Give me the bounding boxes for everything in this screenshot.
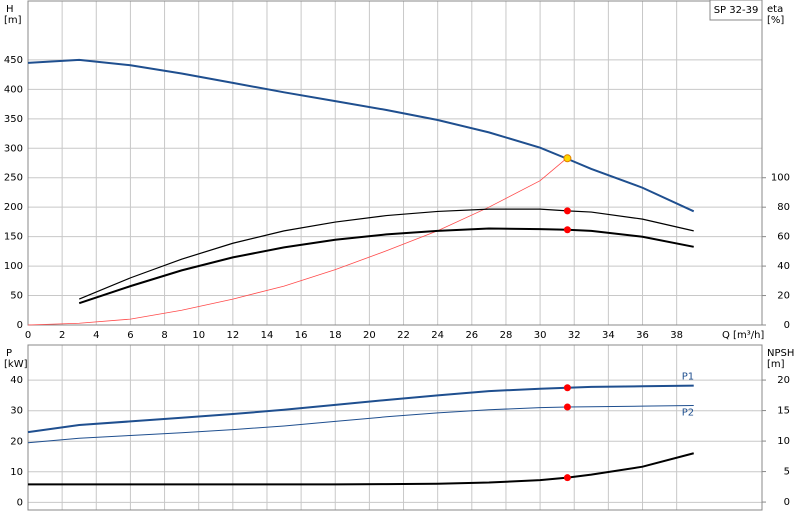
y-tick-label: 400 [4,84,23,95]
x-tick-label: 28 [500,330,513,341]
x-tick-label: 16 [295,330,308,341]
y2-tick-label: 40 [777,261,790,272]
operating-point [563,474,571,482]
y2-tick-label: 0 [784,320,790,331]
y2-axis-label: eta [767,4,783,15]
curve [27,405,694,444]
curve-label: P1 [682,372,694,383]
x-tick-label: 36 [636,330,649,341]
y-tick-label: 0 [17,320,23,331]
y-tick-label: 350 [4,114,23,125]
x-tick-label: 34 [602,330,615,341]
y-axis-unit: [kW] [4,359,28,370]
x-tick-label: 22 [397,330,410,341]
y2-tick-label: 20 [777,291,790,302]
y2-tick-label: 0 [784,497,790,508]
x-tick-label: 10 [192,330,205,341]
y2-tick-label: 15 [777,406,790,417]
curve [27,58,695,213]
curve [27,157,568,326]
x-tick-label: 26 [465,330,478,341]
x-tick-label: 30 [534,330,547,341]
pump-label: SP 32-39 [714,5,759,16]
x-tick-label: 6 [127,330,133,341]
x-tick-label: 2 [59,330,65,341]
x-tick-label: 20 [363,330,376,341]
x-tick-label: 14 [261,330,274,341]
x-tick-label: 24 [431,330,444,341]
operating-point [563,207,571,215]
curve [78,227,694,305]
x-tick-label: 4 [93,330,99,341]
curve-label: P2 [682,408,694,419]
y-tick-label: 50 [10,291,23,302]
pump-label-box [709,0,763,21]
operating-point [563,403,571,411]
y-tick-label: 20 [10,436,23,447]
x-tick-label: 12 [226,330,239,341]
y-tick-label: 40 [10,375,23,386]
y-axis-label: H [6,4,14,15]
y-axis-unit: [m] [4,15,22,26]
x-tick-label: 18 [329,330,342,341]
y-tick-label: 250 [4,173,23,184]
y-tick-label: 200 [4,202,23,213]
y2-tick-label: 10 [777,436,790,447]
plot-frame [27,0,763,326]
curve [27,384,694,434]
plot-frame [27,344,763,511]
y2-tick-label: 100 [771,173,790,184]
y2-axis-unit: [m] [767,359,785,370]
y-tick-label: 450 [4,55,23,66]
x-tick-label: 8 [161,330,167,341]
x-tick-label: 32 [568,330,581,341]
y2-axis-label: NPSH [767,348,794,359]
y-axis-label: P [6,348,12,359]
x-tick-label: 0 [25,330,31,341]
y-tick-label: 150 [4,232,23,243]
x-axis-label: Q [m³/h] [722,330,764,341]
y-tick-label: 30 [10,406,23,417]
y2-tick-label: 5 [784,467,790,478]
y-tick-label: 10 [10,467,23,478]
curve [28,452,694,486]
y-tick-label: 0 [17,497,23,508]
x-tick-label: 38 [670,330,683,341]
y2-tick-label: 60 [777,232,790,243]
operating-point [563,226,571,234]
y2-tick-label: 80 [777,202,790,213]
y-tick-label: 100 [4,261,23,272]
curve [78,208,694,300]
operating-point [563,384,571,392]
y2-tick-label: 20 [777,375,790,386]
y-tick-label: 300 [4,143,23,154]
y2-axis-unit: [%] [767,15,784,26]
operating-point [563,154,572,163]
